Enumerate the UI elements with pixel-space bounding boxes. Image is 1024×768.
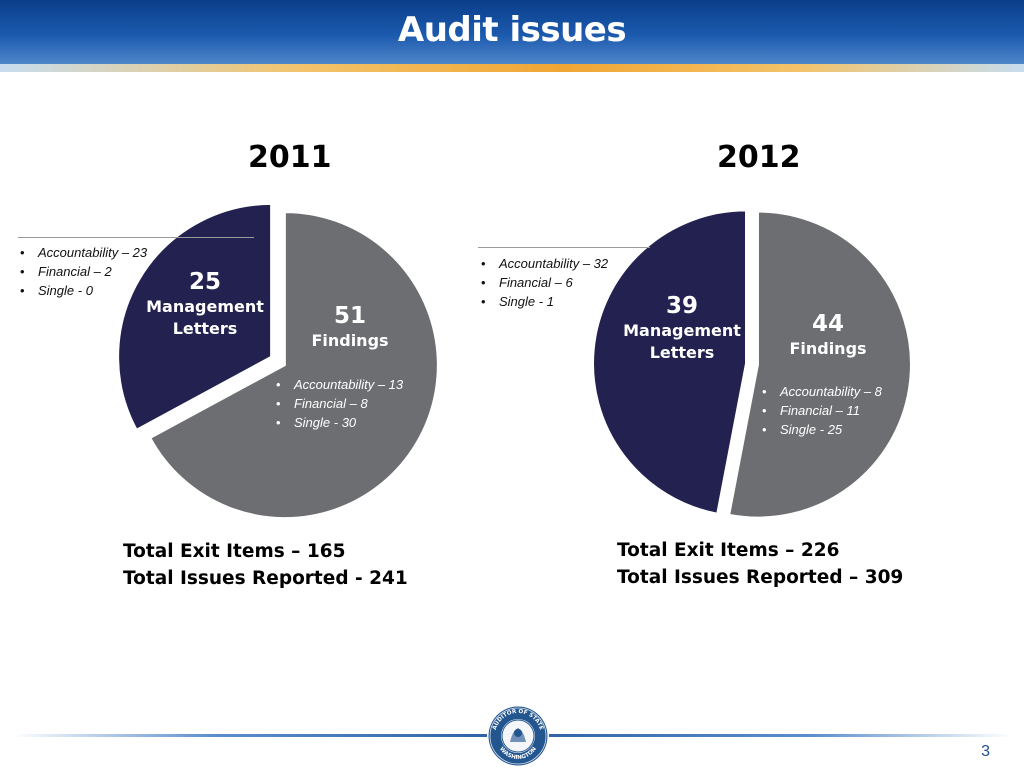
breakdown-item: Financial – 8 [276, 394, 403, 413]
title-bar [0, 0, 1024, 64]
breakdown-item: Financial – 6 [481, 273, 608, 292]
slice-name: Findings [311, 331, 389, 350]
breakdown-item: Accountability – 8 [762, 382, 882, 401]
findings-2012-label: 44 Findings [768, 310, 888, 360]
slice-value: 39 [665, 293, 698, 319]
totals-2011: Total Exit Items – 165 Total Issues Repo… [123, 538, 408, 592]
slice-name: Letters [172, 319, 238, 338]
year-2011-heading: 2011 [248, 140, 332, 175]
page-number: 3 [981, 743, 990, 760]
page-title: Audit issues [397, 10, 627, 50]
breakdown-item: Financial – 2 [20, 262, 147, 281]
slice-name: Management [623, 321, 741, 340]
breakdown-item: Accountability – 13 [276, 375, 403, 394]
total-exit-items: Total Exit Items – 226 [617, 540, 840, 561]
breakdown-item: Single - 30 [276, 413, 403, 432]
breakdown-item: Single - 1 [481, 292, 608, 311]
leader-line [18, 237, 254, 238]
management-letters-2011-breakdown: Accountability – 23 Financial – 2 Single… [20, 243, 147, 300]
management-letters-2012-label: 39 Management Letters [612, 292, 752, 364]
slice-value: 44 [811, 311, 844, 337]
pie-slice-management [592, 209, 748, 515]
total-exit-items: Total Exit Items – 165 [123, 541, 346, 562]
totals-2012: Total Exit Items – 226 Total Issues Repo… [617, 537, 903, 591]
breakdown-item: Financial – 11 [762, 401, 882, 420]
slice-name: Management [146, 297, 264, 316]
pie-slice-findings [148, 211, 439, 520]
breakdown-item: Single - 25 [762, 420, 882, 439]
slice-name: Findings [789, 339, 867, 358]
title-underline [0, 64, 1024, 72]
slice-value: 51 [333, 303, 366, 329]
total-issues-reported: Total Issues Reported - 241 [123, 568, 408, 589]
breakdown-item: Accountability – 23 [20, 243, 147, 262]
findings-2011-label: 51 Findings [290, 302, 410, 352]
breakdown-item: Single - 0 [20, 281, 147, 300]
auditor-of-state-seal-icon: AUDITOR OF STATE WASHINGTON [487, 705, 549, 767]
total-issues-reported: Total Issues Reported – 309 [617, 567, 904, 588]
findings-2012-breakdown: Accountability – 8 Financial – 11 Single… [762, 382, 882, 439]
slice-name: Letters [649, 343, 715, 362]
slice-value: 25 [188, 269, 221, 295]
management-letters-2012-breakdown: Accountability – 32 Financial – 6 Single… [481, 254, 608, 311]
breakdown-item: Accountability – 32 [481, 254, 608, 273]
leader-line [478, 247, 650, 248]
pie-slice-findings [728, 210, 912, 519]
year-2012-heading: 2012 [717, 140, 801, 175]
management-letters-2011-label: 25 Management Letters [136, 268, 274, 340]
findings-2011-breakdown: Accountability – 13 Financial – 8 Single… [276, 375, 403, 432]
